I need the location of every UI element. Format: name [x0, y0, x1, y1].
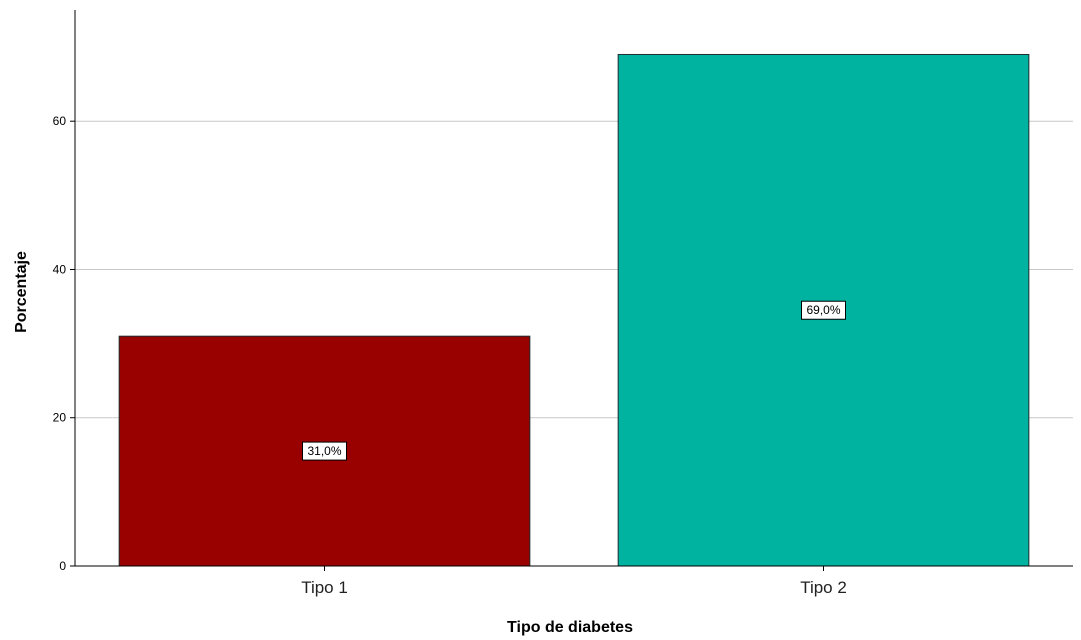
- x-tick-label: Tipo 1: [301, 578, 348, 597]
- y-axis-title: Porcentaje: [13, 251, 30, 333]
- x-axis-title: Tipo de diabetes: [507, 619, 633, 636]
- data-label-text: 69,0%: [806, 303, 840, 317]
- axes: [74, 10, 1073, 567]
- y-tick-labels: 0 20 40 60: [53, 114, 75, 573]
- data-label-1: 31,0%: [302, 441, 347, 461]
- bars: [118, 53, 1030, 567]
- x-tick-labels: Tipo 1 Tipo 2: [301, 566, 847, 597]
- data-label-box: [302, 441, 347, 461]
- data-labels: 31,0% 69,0%: [302, 300, 846, 461]
- data-label-2: 69,0%: [801, 300, 846, 320]
- y-tick-label: 20: [53, 411, 67, 425]
- y-tick-label: 60: [53, 114, 67, 128]
- data-label-text: 31,0%: [307, 444, 341, 458]
- data-label-box: [801, 300, 846, 320]
- x-tick-label: Tipo 2: [800, 578, 847, 597]
- y-tick-label: 0: [59, 559, 66, 573]
- y-tick-label: 40: [53, 262, 67, 276]
